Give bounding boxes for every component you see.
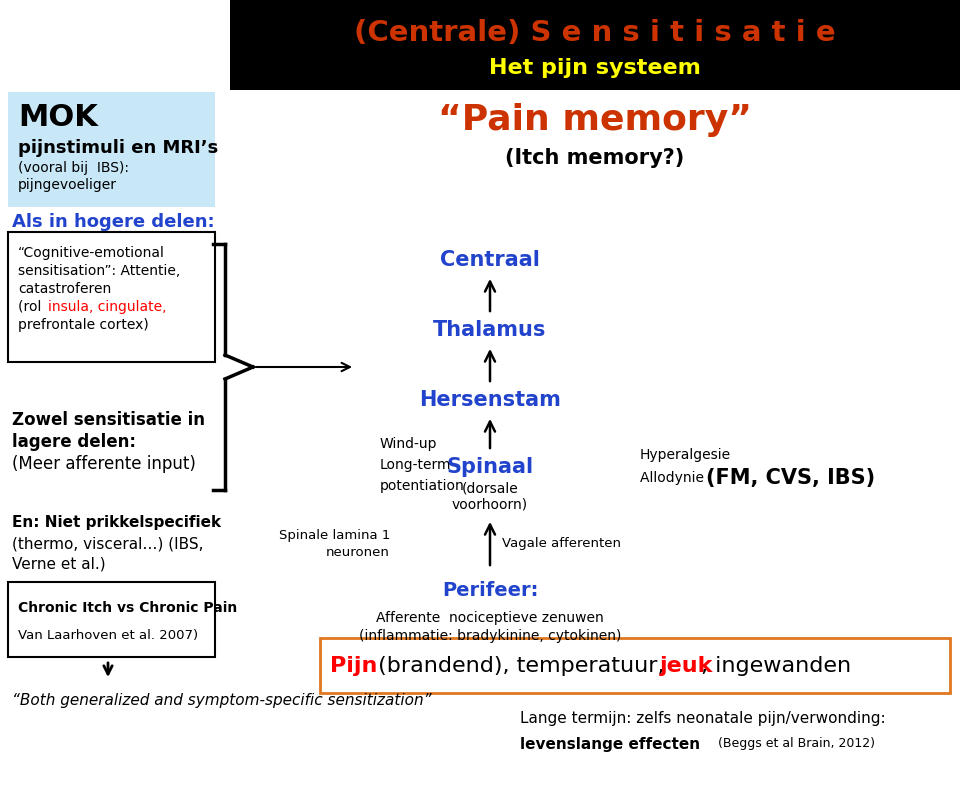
Text: (Centrale) S e n s i t i s a t i e: (Centrale) S e n s i t i s a t i e <box>354 19 836 47</box>
Text: pijngevoeliger: pijngevoeliger <box>18 178 117 192</box>
Text: Thalamus: Thalamus <box>433 320 546 340</box>
Text: Van Laarhoven et al. 2007): Van Laarhoven et al. 2007) <box>18 630 198 642</box>
Bar <box>8 92 215 207</box>
Text: En: Niet prikkelspecifiek: En: Niet prikkelspecifiek <box>12 514 221 529</box>
Text: insula, cingulate,: insula, cingulate, <box>48 300 166 314</box>
Text: (Beggs et al Brain, 2012): (Beggs et al Brain, 2012) <box>718 738 875 751</box>
Text: (rol: (rol <box>18 300 46 314</box>
Text: Spinale lamina 1
neuronen: Spinale lamina 1 neuronen <box>278 529 390 560</box>
Text: Hersenstam: Hersenstam <box>420 390 561 410</box>
Text: prefrontale cortex): prefrontale cortex) <box>18 318 149 332</box>
Text: voorhoorn): voorhoorn) <box>452 498 528 512</box>
Text: Afferente  nociceptieve zenuwen: Afferente nociceptieve zenuwen <box>376 611 604 625</box>
Text: catastroferen: catastroferen <box>18 282 111 296</box>
Text: Centraal: Centraal <box>440 250 540 270</box>
Text: Het pijn systeem: Het pijn systeem <box>489 58 701 78</box>
Text: (vooral bij  IBS):: (vooral bij IBS): <box>18 161 129 175</box>
Text: MOK: MOK <box>18 103 98 132</box>
Text: “Pain memory”: “Pain memory” <box>438 103 752 137</box>
Text: “Cognitive-emotional: “Cognitive-emotional <box>18 246 165 260</box>
Text: sensitisation”: Attentie,: sensitisation”: Attentie, <box>18 264 180 278</box>
Text: Verne et al.): Verne et al.) <box>12 557 106 571</box>
Text: Zowel sensitisatie in: Zowel sensitisatie in <box>12 411 205 429</box>
Text: levenslange effecten: levenslange effecten <box>520 736 706 751</box>
Text: Pijn: Pijn <box>330 656 377 676</box>
Text: Spinaal: Spinaal <box>446 457 534 477</box>
Text: (FM, CVS, IBS): (FM, CVS, IBS) <box>706 468 876 488</box>
Text: Vagale afferenten: Vagale afferenten <box>502 537 621 550</box>
Text: (brandend), temperatuur,: (brandend), temperatuur, <box>371 656 672 676</box>
Text: (inflammatie: bradykinine, cytokinen): (inflammatie: bradykinine, cytokinen) <box>359 629 621 643</box>
Text: Perifeer:: Perifeer: <box>442 581 539 599</box>
Bar <box>8 582 215 657</box>
Text: Hyperalgesie: Hyperalgesie <box>640 448 732 462</box>
Text: lagere delen:: lagere delen: <box>12 433 136 451</box>
Text: , ingewanden: , ingewanden <box>701 656 852 676</box>
Bar <box>320 638 950 693</box>
Text: jeuk: jeuk <box>660 656 713 676</box>
Text: pijnstimuli en MRI’s: pijnstimuli en MRI’s <box>18 139 218 157</box>
Text: Lange termijn: zelfs neonatale pijn/verwonding:: Lange termijn: zelfs neonatale pijn/verw… <box>520 710 886 726</box>
Text: (Meer afferente input): (Meer afferente input) <box>12 455 196 473</box>
Text: (Itch memory?): (Itch memory?) <box>505 148 684 168</box>
Text: Allodynie: Allodynie <box>640 471 708 485</box>
Text: “Both generalized and symptom-specific sensitization”: “Both generalized and symptom-specific s… <box>12 693 431 707</box>
Text: (dorsale: (dorsale <box>462 482 518 496</box>
Text: Chronic Itch vs Chronic Pain: Chronic Itch vs Chronic Pain <box>18 601 237 615</box>
Text: (thermo, visceral…) (IBS,: (thermo, visceral…) (IBS, <box>12 537 204 552</box>
Bar <box>230 0 960 90</box>
Text: Als in hogere delen:: Als in hogere delen: <box>12 213 215 231</box>
Text: Wind-up
Long-term
potentiation: Wind-up Long-term potentiation <box>380 437 465 493</box>
Bar <box>8 232 215 362</box>
